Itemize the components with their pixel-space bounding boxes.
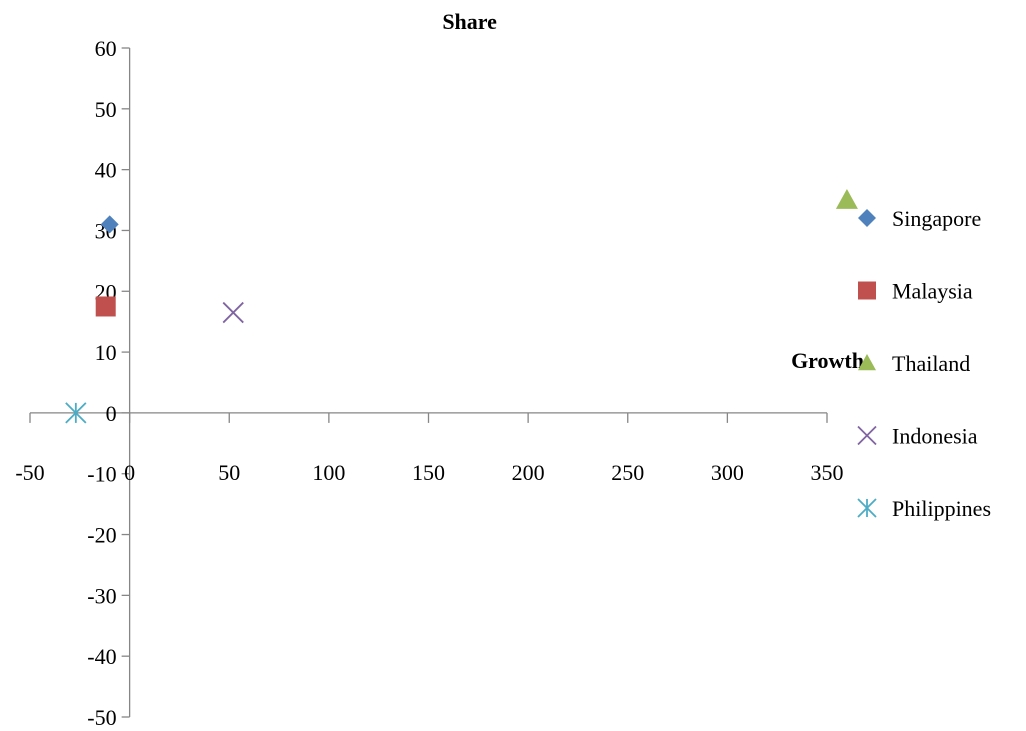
data-point-indonesia — [222, 301, 244, 324]
y-tick-label: 40 — [95, 158, 117, 183]
legend: Singapore Malaysia Thailand Indonesia Philip… — [857, 206, 991, 521]
y-tick-label: 50 — [95, 97, 117, 122]
data-point-philippines — [65, 402, 87, 424]
y-tick-label: 60 — [95, 36, 117, 61]
data-point-singapore — [100, 215, 119, 234]
x-tick-label: 250 — [611, 460, 644, 485]
y-tick-label: 0 — [106, 401, 117, 426]
y-tick-label: -20 — [87, 523, 116, 548]
x-axis-title: Growth — [791, 348, 864, 373]
legend-label-singapore: Singapore — [892, 206, 981, 231]
legend-item-thailand: Thailand — [858, 351, 970, 376]
y-tick-label: -40 — [87, 644, 116, 669]
legend-label-philippines: Philippines — [892, 496, 991, 521]
x-tick-label: -50 — [15, 460, 44, 485]
data-point-malaysia — [95, 296, 116, 317]
legend-marker-indonesia — [857, 425, 877, 446]
legend-label-thailand: Thailand — [892, 351, 970, 376]
legend-label-malaysia: Malaysia — [892, 279, 973, 304]
x-tick-label: 200 — [512, 460, 545, 485]
y-tick-label: 10 — [95, 340, 117, 365]
y-tick-label: -30 — [87, 583, 116, 608]
legend-item-indonesia: Indonesia — [857, 424, 978, 449]
legend-label-indonesia: Indonesia — [892, 424, 978, 449]
x-tick-label: 100 — [312, 460, 345, 485]
legend-item-malaysia: Malaysia — [858, 279, 973, 304]
data-points — [65, 189, 858, 424]
legend-item-singapore: Singapore — [858, 206, 981, 231]
legend-marker-malaysia — [858, 281, 876, 300]
x-tick-label: 150 — [412, 460, 445, 485]
y-axis-title: Share — [442, 9, 497, 34]
legend-marker-singapore — [858, 209, 876, 227]
y-tick-label: -50 — [87, 705, 116, 730]
x-tick-label: 300 — [711, 460, 744, 485]
x-axis-ticks: -50 0 50 100 150 200 250 300 350 — [15, 412, 844, 485]
data-point-thailand — [835, 189, 858, 209]
axes — [30, 48, 827, 717]
legend-marker-thailand — [858, 354, 876, 371]
x-tick-label: 50 — [218, 460, 240, 485]
x-tick-label: 350 — [811, 460, 844, 485]
legend-marker-philippines — [857, 498, 877, 518]
legend-item-philippines: Philippines — [857, 496, 991, 521]
x-tick-label: 0 — [124, 460, 135, 485]
y-tick-label: -10 — [87, 462, 116, 487]
